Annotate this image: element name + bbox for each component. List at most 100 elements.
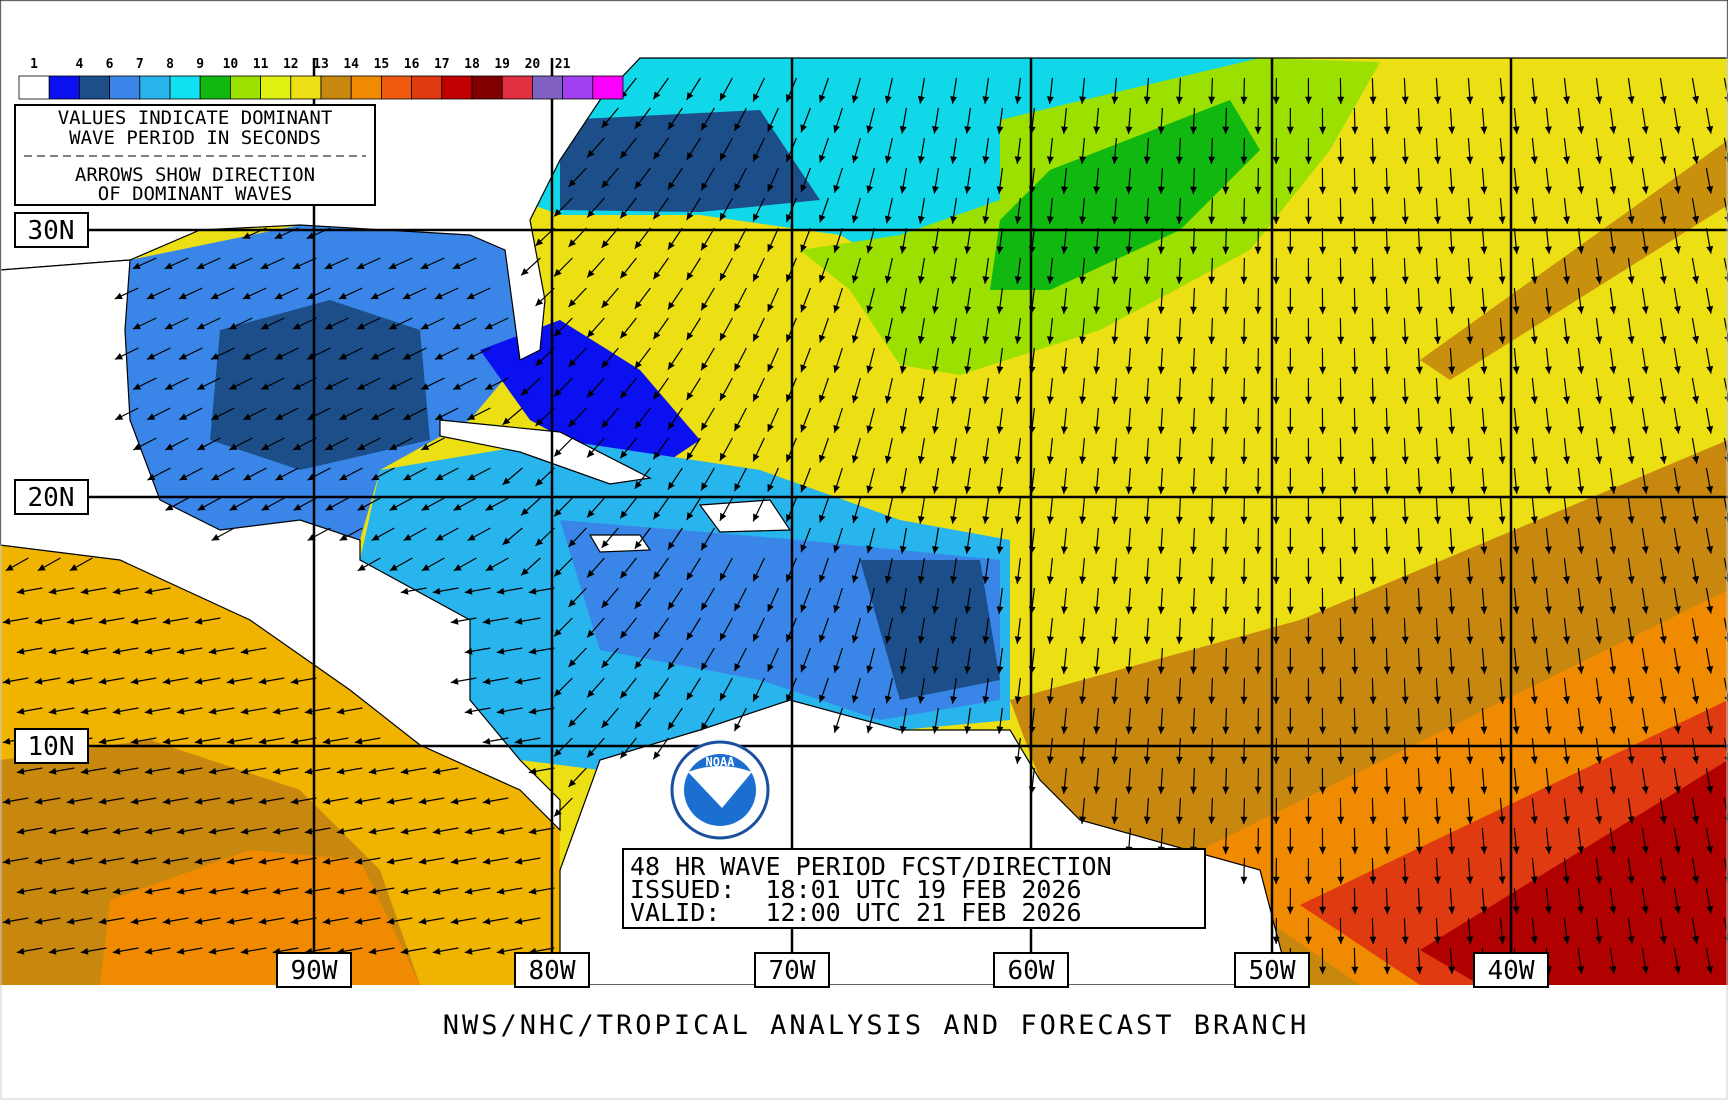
arrow (176, 827, 203, 835)
arrow (112, 827, 139, 835)
arrow-head (1434, 516, 1441, 524)
arrow (356, 257, 381, 270)
arrow-head (435, 534, 444, 541)
arrow (652, 557, 669, 580)
arrow-head (98, 917, 107, 925)
arrow-head (620, 690, 628, 699)
arrow (1434, 677, 1441, 704)
arrow-head (1337, 516, 1345, 524)
arrow (733, 107, 747, 132)
arrow-head (932, 726, 939, 734)
arrow (866, 227, 875, 254)
arrow-head (667, 661, 675, 670)
arrow-head (1319, 306, 1327, 314)
arrow-head (686, 692, 694, 701)
arrow-head (1434, 936, 1441, 944)
arrow (453, 557, 477, 572)
arrow-head (1563, 936, 1571, 944)
arrow-head (1383, 906, 1391, 914)
arrow (1125, 467, 1133, 494)
arrow-head (130, 857, 139, 865)
arrow-head (753, 333, 760, 342)
arrow (601, 707, 619, 729)
arrow (1319, 827, 1327, 855)
arrow-head (535, 418, 544, 426)
arrow-head (1609, 906, 1617, 914)
arrow-head (1079, 636, 1087, 644)
arrow-head (420, 262, 429, 269)
arrow-head (1480, 186, 1488, 194)
arrow (1079, 377, 1087, 404)
arrow-head (258, 857, 267, 865)
arrow-head (1304, 276, 1312, 284)
latitude-label-box (14, 728, 89, 764)
arrow-head (1609, 306, 1617, 314)
arrow-head (1369, 96, 1377, 104)
arrow (1079, 677, 1087, 704)
arrow-head (833, 244, 840, 253)
arrow (851, 257, 861, 284)
arrow (496, 827, 523, 835)
arrow (370, 287, 395, 300)
arrow-head (144, 587, 153, 595)
arrow (1240, 797, 1248, 825)
arrow (434, 287, 459, 300)
arrow (1304, 857, 1312, 885)
arrow-head (634, 600, 642, 609)
arrow-head (1254, 486, 1262, 494)
arrow (1544, 347, 1552, 374)
arrow (1337, 317, 1345, 345)
arrow (917, 137, 925, 164)
arrow (1448, 347, 1456, 374)
arrow (1222, 407, 1230, 435)
arrow (260, 377, 285, 391)
arrow (418, 857, 445, 865)
arrow-head (1093, 186, 1101, 194)
arrow (1383, 527, 1391, 555)
arrow (1609, 407, 1617, 434)
arrow-head (528, 767, 537, 775)
arrow-head (1415, 186, 1423, 194)
arrow-head (197, 383, 206, 390)
arrow-head (1383, 546, 1391, 554)
arrow (899, 587, 907, 614)
arrow (1498, 677, 1506, 704)
arrow-head (667, 721, 675, 730)
arrow (1286, 647, 1294, 675)
arrow (1641, 947, 1649, 974)
arrow (833, 347, 843, 373)
arrow (950, 677, 958, 704)
arrow (1544, 767, 1552, 794)
field-green (990, 100, 1260, 290)
arrow (1530, 857, 1538, 884)
arrow-head (147, 473, 156, 481)
arrow-head (667, 601, 675, 610)
arrow (322, 857, 349, 865)
arrow-head (354, 737, 363, 745)
arrow (1383, 827, 1391, 855)
arrow (1641, 527, 1649, 554)
arrow-head (767, 303, 774, 312)
arrow-head (403, 534, 412, 541)
arrow (1111, 377, 1119, 404)
arrow (1512, 287, 1520, 314)
arrow (950, 197, 958, 224)
arrow (733, 647, 747, 672)
arrow (2, 617, 29, 625)
arrow-head (964, 186, 972, 194)
arrow-head (1014, 216, 1022, 224)
arrow-head (1401, 96, 1409, 104)
longitude-label-box (754, 952, 830, 988)
arrow (275, 467, 299, 481)
arrow (719, 137, 733, 162)
arrow (1304, 737, 1312, 765)
arrow-head (734, 663, 741, 672)
arrow (932, 107, 939, 134)
arrow (176, 767, 203, 775)
arrow-head (1595, 276, 1603, 284)
arrow (48, 827, 75, 835)
arrow (833, 287, 843, 313)
arrow (1046, 737, 1054, 764)
arrow (226, 677, 253, 685)
arrow-head (851, 515, 859, 523)
